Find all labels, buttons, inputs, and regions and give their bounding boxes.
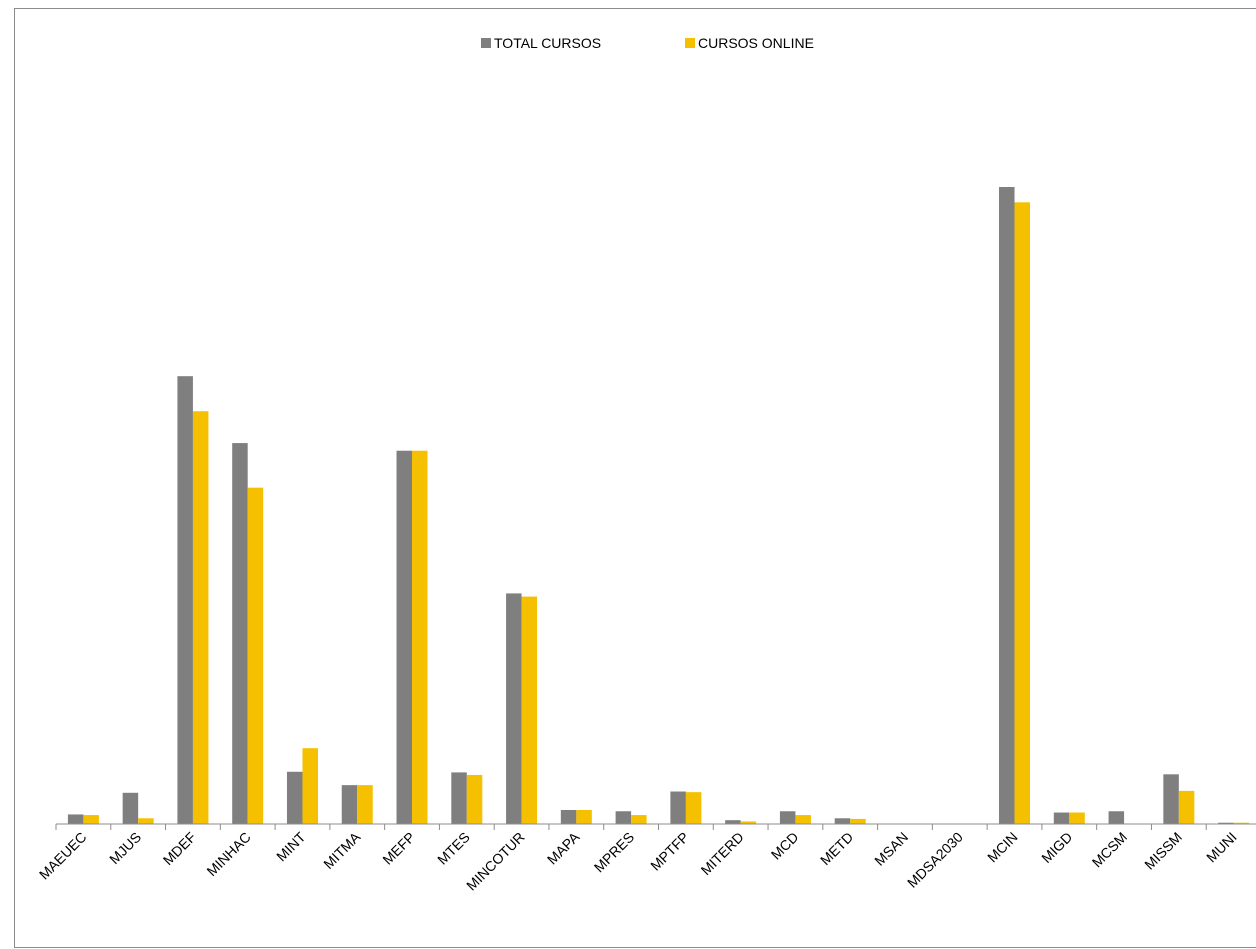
x-tick-label-mitma: MITMA (320, 828, 364, 872)
legend-swatch-2 (685, 38, 695, 48)
bar-miterd-series-2 (740, 821, 757, 824)
bar-metd-series-1 (834, 818, 851, 824)
bar-mefp-series-1 (396, 450, 413, 824)
bar-migd-series-1 (1053, 812, 1070, 824)
x-tick-label-mint: MINT (273, 828, 309, 864)
bar-mincotur-series-2 (521, 596, 538, 824)
x-tick-label-mdsa2030: MDSA2030 (904, 829, 966, 891)
bar-mjus-series-1 (122, 792, 139, 824)
bar-mptfp-series-2 (685, 792, 702, 824)
x-tick-label-metd: METD (817, 829, 856, 868)
bar-missm-series-2 (1178, 790, 1195, 824)
bar-minhac-series-2 (247, 487, 264, 824)
x-tick-label-mptfp: MPTFP (647, 829, 692, 874)
x-tick-label-missm: MISSM (1141, 829, 1185, 873)
bar-minhac-series-1 (232, 443, 248, 824)
x-tick-label-mcsm: MCSM (1089, 829, 1131, 871)
bar-mint-series-1 (286, 771, 303, 824)
legend: TOTAL CURSOS CURSOS ONLINE (481, 35, 814, 51)
bars-group (67, 187, 1250, 825)
bar-mdef-series-1 (177, 376, 193, 824)
legend-swatch-1 (481, 38, 491, 48)
x-tick-label-miterd: MITERD (698, 829, 747, 878)
bar-mcd-series-1 (779, 811, 796, 824)
legend-label-1: TOTAL CURSOS (494, 35, 601, 51)
bar-mitma-series-1 (341, 785, 358, 824)
bar-muni-series-2 (1233, 822, 1250, 824)
x-tick-label-muni: MUNI (1203, 829, 1240, 866)
bar-mtes-series-2 (466, 774, 483, 824)
bar-mitma-series-2 (357, 785, 373, 824)
bar-mcin-series-2 (1014, 202, 1031, 825)
bar-mcsm-series-1 (1108, 811, 1125, 824)
bar-miterd-series-1 (725, 820, 741, 824)
bar-chart: TOTAL CURSOS CURSOS ONLINE MAEUEC MJUS MDEF… (36, 35, 1256, 893)
x-tick-label-mtes: MTES (434, 829, 473, 868)
bar-maeuec-series-1 (67, 814, 84, 824)
bar-missm-series-1 (1163, 774, 1179, 824)
bar-mpres-series-2 (631, 815, 647, 824)
bar-mdef-series-2 (192, 411, 209, 824)
bar-muni-series-1 (1218, 822, 1234, 824)
bar-mpres-series-1 (615, 811, 632, 824)
bar-mapa-series-1 (560, 809, 577, 824)
x-tick-label-minhac: MINHAC (203, 829, 253, 879)
x-tick-label-msan: MSAN (871, 829, 911, 869)
bar-mptfp-series-1 (670, 791, 686, 824)
x-tick-label-migd: MIGD (1038, 829, 1075, 866)
bar-mint-series-2 (302, 748, 318, 824)
x-tick-label-mapa: MAPA (544, 828, 583, 867)
bar-mefp-series-2 (412, 450, 428, 824)
legend-label-2: CURSOS ONLINE (698, 35, 814, 51)
bar-mincotur-series-1 (506, 593, 522, 824)
x-tick-label-maeuec: MAEUEC (36, 829, 90, 883)
x-tick-label-mjus: MJUS (106, 829, 144, 867)
x-tick-labels: MAEUEC MJUS MDEF MINHAC MINT MITMA MEFP MTESMIN… (36, 828, 1240, 893)
bar-mapa-series-2 (576, 809, 592, 824)
x-tick-label-mincotur: MINCOTUR (463, 829, 528, 894)
x-tick-label-mefp: MEFP (379, 829, 418, 868)
chart-frame: TOTAL CURSOS CURSOS ONLINE MAEUEC MJUS MDEF… (14, 8, 1256, 948)
x-axis (55, 823, 1256, 830)
x-tick-label-mcd: MCD (768, 829, 802, 863)
bar-mcin-series-1 (999, 187, 1015, 824)
x-tick-label-mpres: MPRES (591, 829, 638, 876)
bar-metd-series-2 (850, 818, 866, 824)
bar-migd-series-2 (1069, 812, 1085, 824)
bar-mjus-series-2 (138, 818, 154, 824)
x-tick-label-mcin: MCIN (984, 829, 1021, 866)
bar-maeuec-series-2 (83, 815, 99, 824)
bar-mcd-series-2 (795, 815, 811, 824)
x-tick-label-mdef: MDEF (160, 829, 199, 868)
bar-mtes-series-1 (451, 772, 467, 824)
